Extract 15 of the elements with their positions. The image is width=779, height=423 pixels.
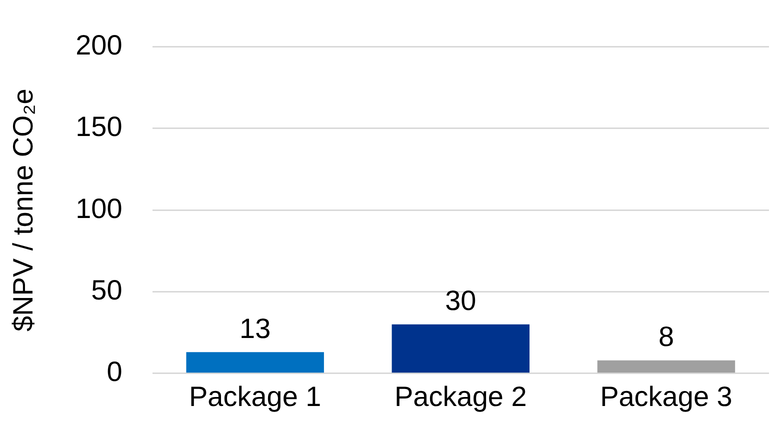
- x-tick-label: Package 2: [394, 380, 527, 412]
- bar: [392, 324, 530, 373]
- y-tick-label: 50: [91, 274, 122, 306]
- data-label: 13: [240, 312, 271, 344]
- y-tick-label: 150: [76, 111, 122, 142]
- data-label: 8: [658, 321, 674, 352]
- bar: [597, 360, 736, 373]
- y-tick-label: 100: [76, 192, 122, 224]
- y-tick-label: 200: [76, 30, 122, 61]
- bar: [186, 352, 324, 373]
- y-axis-title: $NPV / tonne CO₂e: [8, 88, 39, 332]
- y-tick-label: 0: [106, 356, 122, 388]
- data-label: 30: [445, 285, 476, 316]
- x-tick-label: Package 3: [600, 380, 732, 412]
- x-tick-label: Package 1: [188, 380, 322, 412]
